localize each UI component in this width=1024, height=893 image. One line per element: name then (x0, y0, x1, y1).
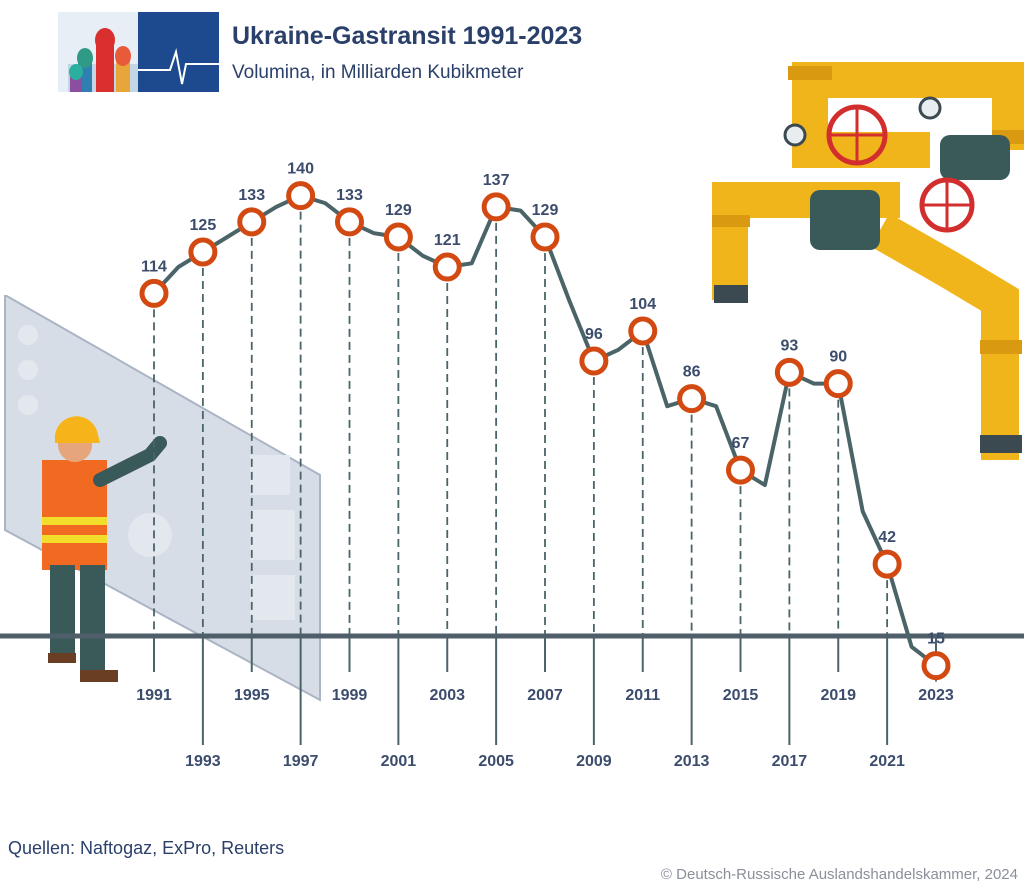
value-label-1993: 125 (190, 217, 217, 234)
value-label-2017: 93 (780, 337, 798, 354)
year-label-1997: 1997 (283, 753, 319, 770)
year-label-2011: 2011 (625, 687, 660, 704)
data-point-2023 (921, 651, 951, 681)
year-label-1999: 1999 (332, 687, 368, 704)
year-label-2023: 2023 (918, 687, 954, 704)
value-label-2023: 15 (927, 631, 945, 648)
year-label-2017: 2017 (772, 753, 808, 770)
year-label-2013: 2013 (674, 753, 710, 770)
value-label-2001: 129 (385, 202, 412, 219)
year-label-1995: 1995 (234, 687, 270, 704)
source-note: Quellen: Naftogaz, ExPro, Reuters (8, 838, 285, 858)
data-point-2009 (579, 346, 609, 376)
chamber-logo (58, 12, 219, 92)
data-point-2017 (774, 357, 804, 387)
value-label-2013: 86 (683, 364, 701, 381)
value-label-1995: 133 (238, 187, 265, 204)
gas-pipes-illustration (712, 62, 1024, 460)
value-label-2003: 121 (434, 232, 461, 249)
data-point-2019 (823, 369, 853, 399)
data-point-2001 (383, 222, 413, 252)
year-label-2007: 2007 (527, 687, 563, 704)
copyright-note: © Deutsch-Russische Auslandshandelskamme… (660, 866, 1018, 883)
year-label-1993: 1993 (185, 753, 221, 770)
year-label-2021: 2021 (869, 753, 905, 770)
value-label-2019: 90 (829, 349, 847, 366)
year-label-2001: 2001 (381, 753, 417, 770)
value-label-2011: 104 (629, 296, 656, 313)
value-label-1997: 140 (287, 161, 314, 178)
value-label-2007: 129 (532, 202, 559, 219)
year-label-2015: 2015 (723, 687, 759, 704)
year-label-2009: 2009 (576, 753, 612, 770)
data-point-2007 (530, 222, 560, 252)
year-label-1991: 1991 (136, 687, 172, 704)
data-point-1991 (139, 278, 169, 308)
data-point-2015 (726, 455, 755, 485)
year-label-2003: 2003 (429, 687, 465, 704)
value-label-2015: 67 (732, 435, 750, 452)
data-point-2011 (628, 316, 658, 346)
value-label-1999: 133 (336, 187, 363, 204)
data-point-1993 (188, 237, 218, 267)
value-label-2009: 96 (585, 326, 603, 343)
data-point-2021 (872, 549, 902, 579)
value-label-1991: 114 (141, 258, 167, 275)
year-label-2019: 2019 (820, 687, 856, 704)
worker-screen-illustration (4, 295, 321, 702)
chart-title: Ukraine-Gastransit 1991-2023 (232, 22, 583, 50)
data-point-2005 (481, 192, 511, 222)
value-label-2005: 137 (483, 172, 510, 189)
value-label-2021: 42 (878, 529, 896, 546)
data-point-2003 (432, 252, 462, 282)
data-point-1997 (286, 181, 316, 211)
data-point-1995 (237, 207, 267, 237)
year-label-2005: 2005 (478, 753, 514, 770)
data-point-1999 (335, 207, 364, 237)
chart-subtitle: Volumina, in Milliarden Kubikmeter (232, 62, 524, 83)
data-point-2013 (677, 384, 707, 414)
